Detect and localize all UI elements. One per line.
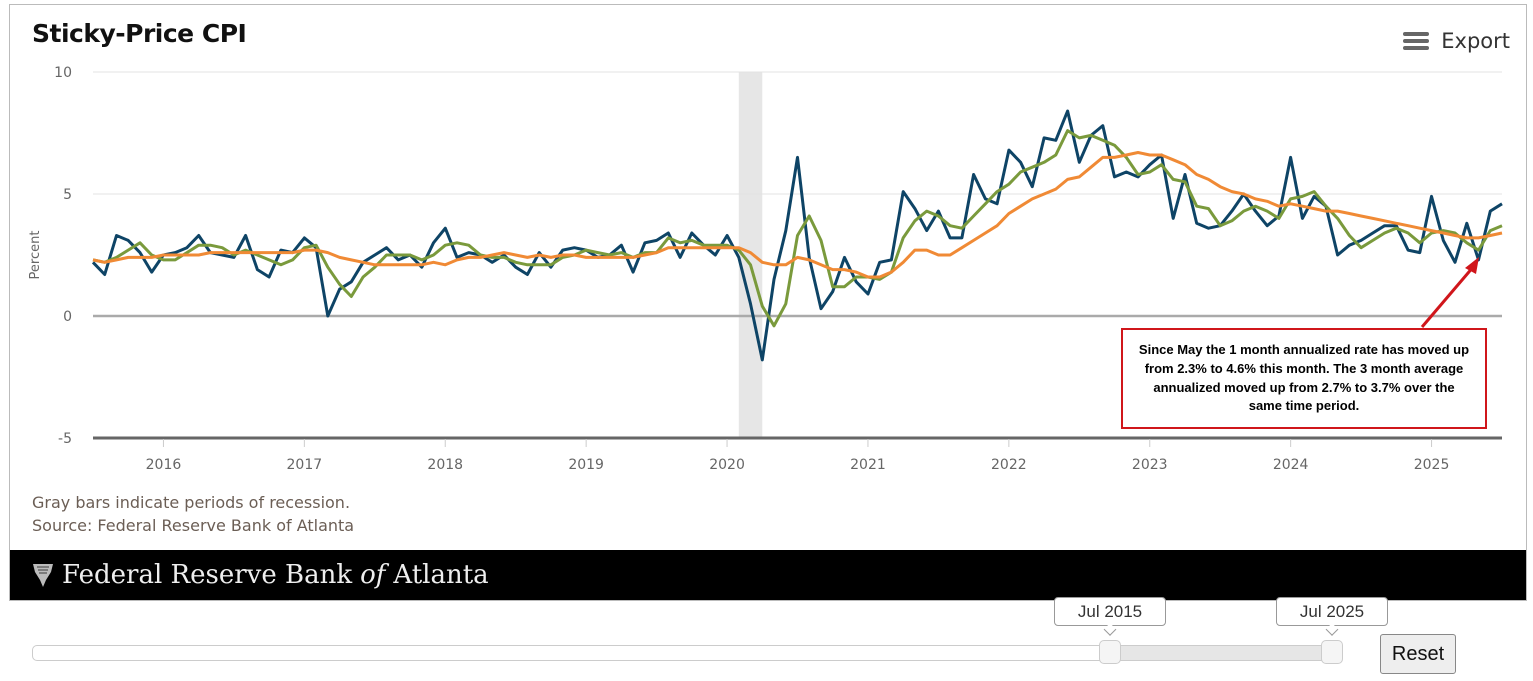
recession-bar bbox=[738, 72, 763, 438]
y-tick-label: -5 bbox=[58, 431, 72, 447]
export-button[interactable]: Export bbox=[1403, 29, 1510, 53]
x-tick-label: 2017 bbox=[287, 457, 323, 473]
series-line-2 bbox=[92, 129, 1503, 328]
range-end-label: Jul 2025 bbox=[1276, 597, 1388, 626]
y-tick-label: 0 bbox=[63, 309, 72, 325]
brand-main: Federal Reserve Bank bbox=[62, 560, 353, 590]
brand-city: Atlanta bbox=[393, 560, 489, 590]
chart-title: Sticky-Price CPI bbox=[32, 19, 247, 48]
chart-card: Sticky-Price CPI Export Gray bars indica… bbox=[9, 4, 1527, 601]
x-tick-label: 2020 bbox=[709, 457, 745, 473]
x-tick-label: 2025 bbox=[1414, 457, 1450, 473]
source-note: Source: Federal Reserve Bank of Atlanta bbox=[32, 516, 355, 535]
export-label: Export bbox=[1441, 29, 1510, 53]
x-tick-label: 2023 bbox=[1132, 457, 1168, 473]
x-tick-label: 2019 bbox=[568, 457, 604, 473]
y-axis-label: Percent bbox=[28, 231, 43, 280]
brand-of: of bbox=[360, 560, 386, 590]
x-tick-label: 2021 bbox=[850, 457, 886, 473]
range-end-handle[interactable] bbox=[1321, 640, 1343, 664]
eagle-shield-icon bbox=[33, 564, 53, 587]
annotation-box: Since May the 1 month annualized rate ha… bbox=[1121, 328, 1487, 429]
range-start-label: Jul 2015 bbox=[1054, 597, 1166, 626]
y-tick-label: 10 bbox=[54, 65, 72, 81]
range-start-handle[interactable] bbox=[1099, 640, 1121, 664]
recession-note: Gray bars indicate periods of recession. bbox=[32, 493, 351, 512]
hamburger-menu-icon bbox=[1403, 32, 1430, 50]
x-tick-label: 2022 bbox=[991, 457, 1027, 473]
series-line-1 bbox=[91, 109, 1503, 362]
footer-brand-band: Federal Reserve Bank of Atlanta bbox=[10, 550, 1526, 600]
x-tick-label: 2024 bbox=[1273, 457, 1309, 473]
annotation-arrow bbox=[1420, 265, 1476, 328]
series-line-3 bbox=[92, 151, 1503, 279]
y-tick-label: 5 bbox=[63, 187, 72, 203]
reset-button[interactable]: Reset bbox=[1380, 634, 1456, 674]
range-slider-selection[interactable] bbox=[1110, 646, 1332, 660]
annotation-arrowhead bbox=[1465, 257, 1479, 274]
x-tick-label: 2018 bbox=[427, 457, 463, 473]
x-tick-label: 2016 bbox=[146, 457, 182, 473]
